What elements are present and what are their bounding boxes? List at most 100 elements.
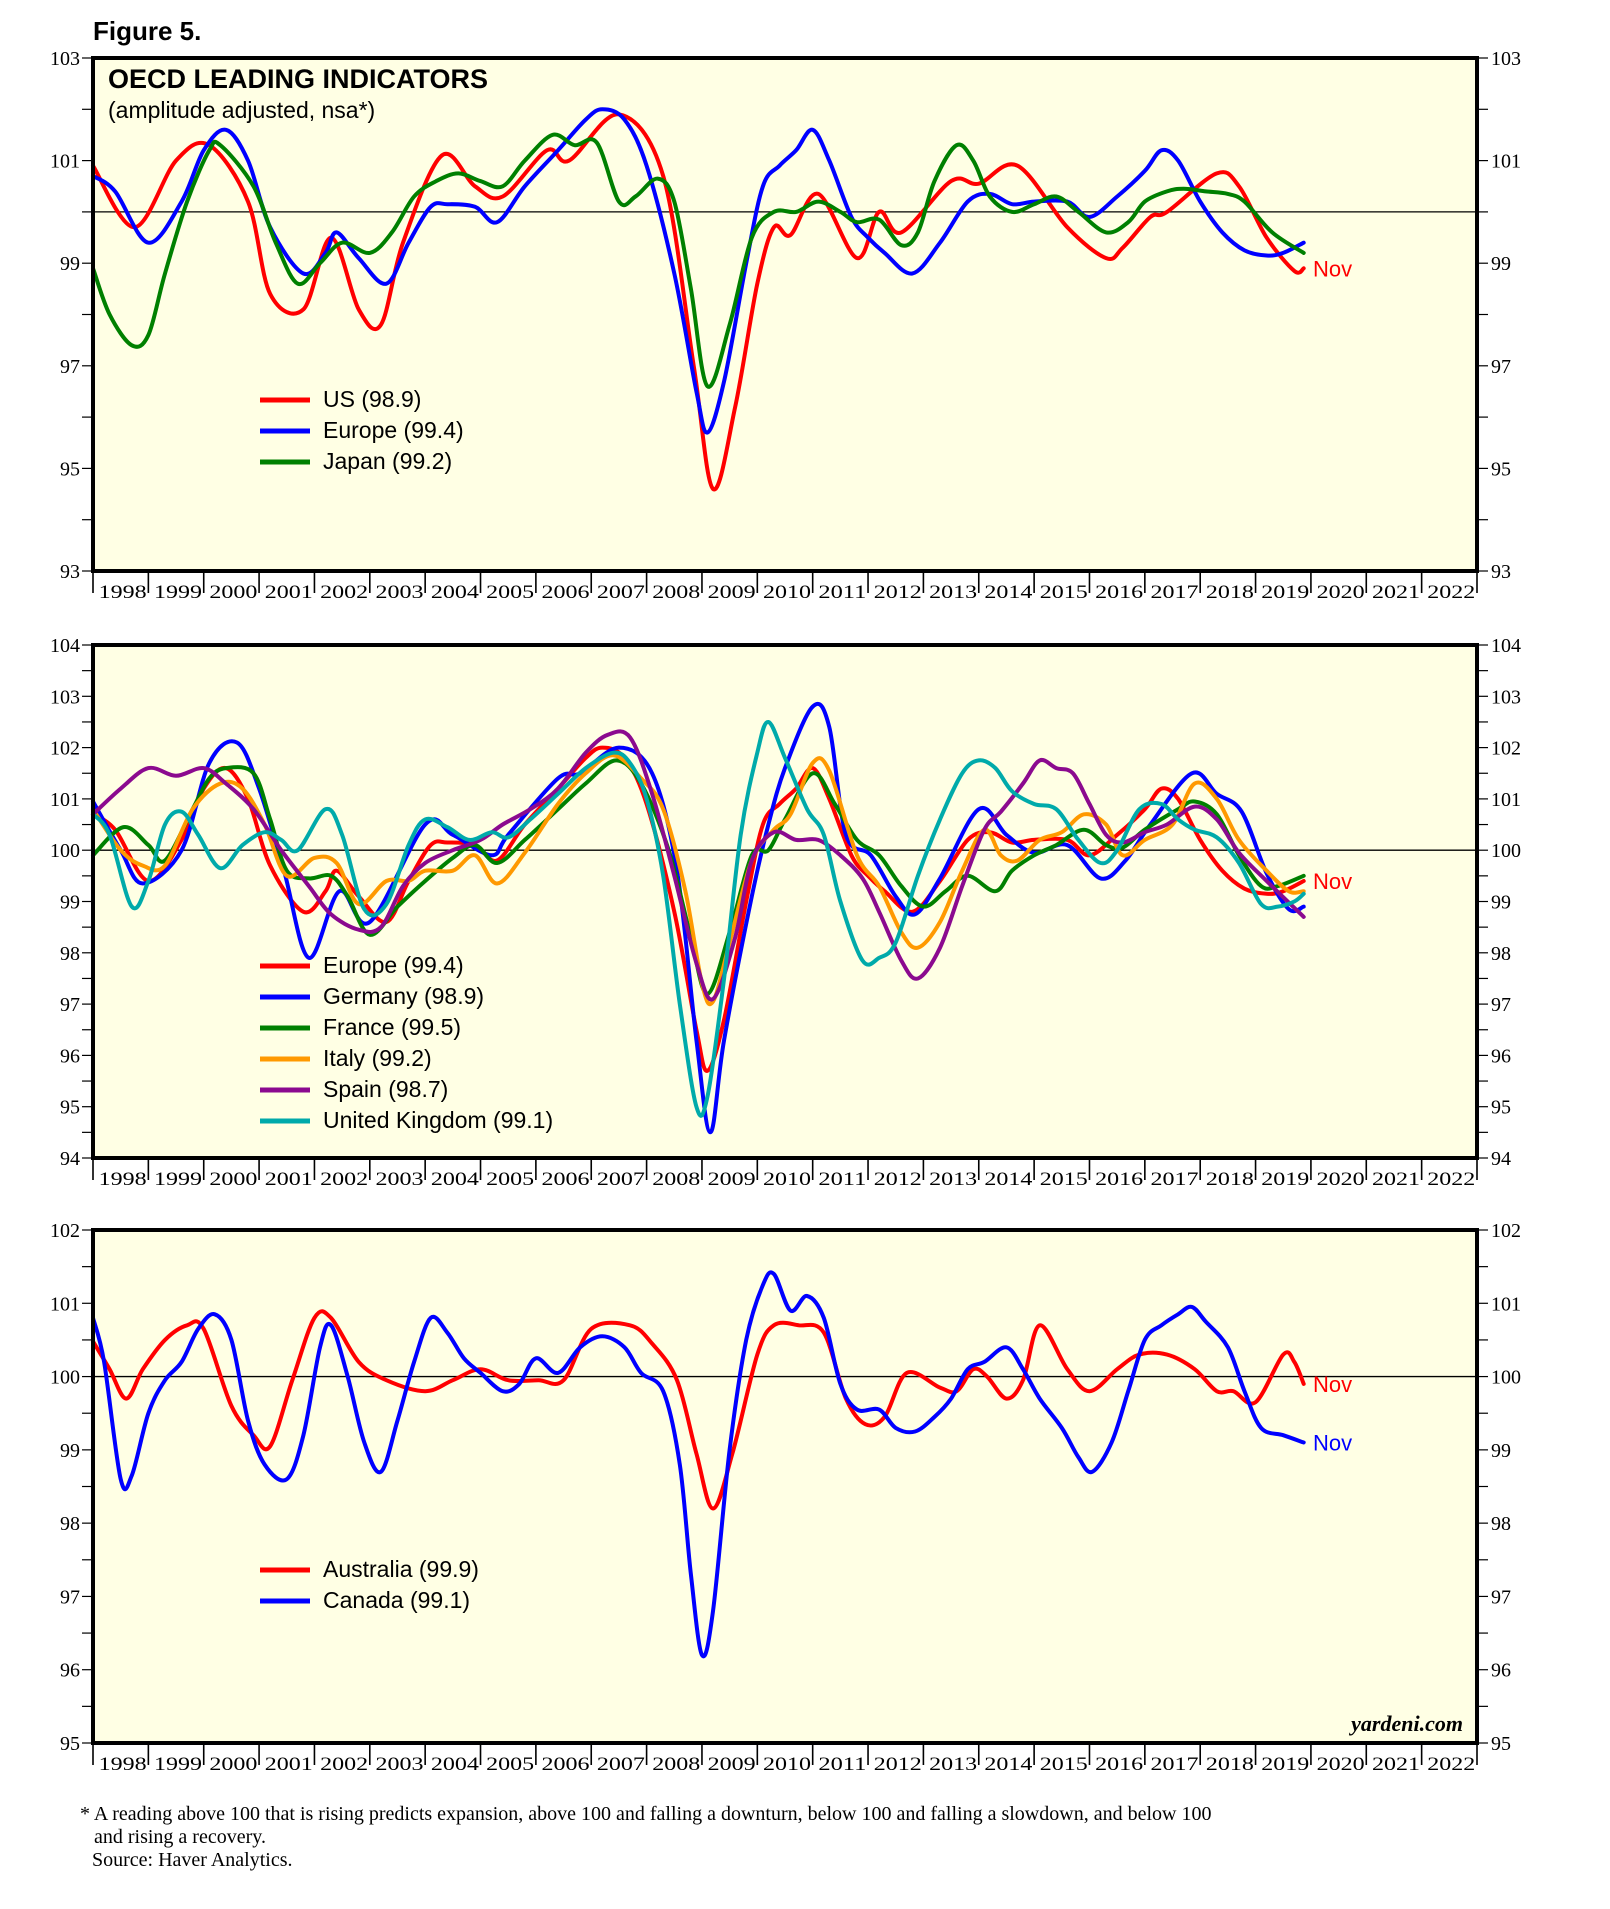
x-tick-label: 2009 [708, 1169, 756, 1190]
y-tick-label-left: 102 [50, 1220, 80, 1242]
y-tick-label-right: 100 [1491, 840, 1521, 862]
series-line-united-kingdom [91, 720, 1306, 1118]
x-tick-label: 1998 [99, 1754, 147, 1775]
y-tick-label-left: 101 [50, 151, 80, 173]
y-tick-label-right: 96 [1491, 1660, 1511, 1682]
y-tick-label-left: 103 [50, 48, 80, 70]
y-tick-label-right: 98 [1491, 943, 1511, 965]
x-tick-label: 2019 [1261, 1754, 1309, 1775]
plot-frame [91, 643, 1479, 1160]
y-tick-label-right: 101 [1491, 151, 1521, 173]
x-tick-label: 2016 [1095, 1169, 1143, 1190]
x-tick-label: 2013 [929, 1169, 977, 1190]
series-line-australia [91, 1309, 1306, 1511]
x-tick-label: 2019 [1261, 1169, 1309, 1190]
x-tick-label: 2001 [265, 1754, 313, 1775]
end-label-nov: Nov [1313, 256, 1352, 281]
y-tick-label-left: 95 [60, 1097, 80, 1119]
x-tick-label: 2013 [929, 1754, 977, 1775]
x-tick-label: 2005 [486, 1754, 534, 1775]
x-tick-label: 2022 [1427, 582, 1475, 603]
x-tick-label: 2010 [763, 582, 811, 603]
x-tick-label: 2001 [265, 1169, 313, 1190]
x-tick-label: 2003 [375, 582, 423, 603]
x-tick-label: 2016 [1095, 582, 1143, 603]
x-tick-label: 2003 [375, 1169, 423, 1190]
x-tick-label: 1999 [154, 1754, 202, 1775]
y-tick-label-right: 101 [1491, 1293, 1521, 1315]
x-tick-label: 2006 [542, 1754, 590, 1775]
y-tick-label-right: 99 [1491, 892, 1511, 914]
x-tick-label: 2022 [1427, 1754, 1475, 1775]
y-tick-label-right: 95 [1491, 1733, 1511, 1755]
x-tick-label: 2021 [1372, 582, 1420, 603]
y-tick-label-left: 104 [50, 635, 80, 657]
x-tick-label: 1998 [99, 1169, 147, 1190]
x-tick-label: 2006 [542, 1169, 590, 1190]
y-tick-label-left: 103 [50, 686, 80, 708]
plot-area [93, 1230, 1477, 1743]
legend-label: Italy (99.2) [323, 1045, 432, 1071]
y-tick-label-right: 96 [1491, 1045, 1511, 1067]
x-tick-label: 2002 [320, 582, 368, 603]
chart-panel-3: 95 95 96 96 97 97 98 98 99 99 100 100 101 101 102 102 19… [50, 1220, 1521, 1775]
x-tick-label: 2005 [486, 582, 534, 603]
end-label-nov: Nov [1313, 1372, 1352, 1397]
x-tick-label: 2011 [818, 1169, 866, 1190]
y-tick-label-right: 97 [1491, 994, 1511, 1016]
legend-label: Canada (99.1) [323, 1587, 470, 1613]
x-tick-label: 2020 [1317, 1169, 1365, 1190]
y-tick-label-right: 100 [1491, 1367, 1521, 1389]
y-tick-label-right: 95 [1491, 1097, 1511, 1119]
x-tick-label: 2018 [1206, 582, 1254, 603]
y-tick-label-right: 99 [1491, 1440, 1511, 1462]
series-line-europe [91, 107, 1306, 435]
x-tick-label: 2022 [1427, 1169, 1475, 1190]
x-tick-label: 2014 [984, 1754, 1033, 1775]
y-tick-label-left: 97 [60, 1586, 80, 1608]
x-tick-label: 2021 [1372, 1169, 1420, 1190]
y-tick-label-left: 98 [60, 943, 80, 965]
series-line-canada [91, 1270, 1306, 1659]
legend-label: Japan (99.2) [323, 448, 452, 474]
y-tick-label-left: 97 [60, 356, 80, 378]
x-tick-label: 2010 [763, 1169, 811, 1190]
y-tick-label-left: 93 [60, 561, 80, 583]
y-tick-label-right: 97 [1491, 356, 1511, 378]
y-tick-label-right: 93 [1491, 561, 1511, 583]
end-label-nov: Nov [1313, 1431, 1352, 1456]
x-tick-label: 1999 [154, 582, 202, 603]
x-tick-label: 2018 [1206, 1169, 1254, 1190]
y-tick-label-left: 95 [60, 458, 80, 480]
x-tick-label: 2013 [929, 582, 977, 603]
plot-area [93, 58, 1477, 571]
x-tick-label: 2002 [320, 1169, 368, 1190]
legend-label: Australia (99.9) [323, 1556, 479, 1582]
x-tick-label: 2009 [708, 1754, 756, 1775]
x-tick-label: 2001 [265, 582, 313, 603]
y-tick-label-left: 96 [60, 1660, 80, 1682]
end-label-nov: Nov [1313, 869, 1352, 894]
x-tick-label: 2012 [874, 1169, 922, 1190]
x-tick-label: 1999 [154, 1169, 202, 1190]
chart-subtitle: (amplitude adjusted, nsa*) [108, 97, 375, 123]
y-tick-label-right: 104 [1491, 635, 1521, 657]
y-tick-label-left: 97 [60, 994, 80, 1016]
x-tick-label: 2008 [652, 1169, 700, 1190]
legend-label: Europe (99.4) [323, 952, 464, 978]
x-tick-label: 2019 [1261, 582, 1309, 603]
y-tick-label-left: 94 [60, 1148, 80, 1170]
series-line-germany [91, 701, 1306, 1135]
footnote-line-1: * A reading above 100 that is rising pre… [80, 1803, 1211, 1825]
x-tick-label: 2017 [1151, 1169, 1199, 1190]
y-tick-label-right: 97 [1491, 1586, 1511, 1608]
x-tick-label: 2008 [652, 1754, 700, 1775]
x-tick-label: 2007 [597, 582, 645, 603]
y-tick-label-right: 103 [1491, 686, 1521, 708]
legend-label: Europe (99.4) [323, 417, 464, 443]
x-tick-label: 2002 [320, 1754, 368, 1775]
x-tick-label: 2020 [1317, 1754, 1365, 1775]
x-tick-label: 2014 [984, 582, 1033, 603]
x-tick-label: 2010 [763, 1754, 811, 1775]
footnote-line-2: and rising a recovery. [94, 1826, 266, 1848]
